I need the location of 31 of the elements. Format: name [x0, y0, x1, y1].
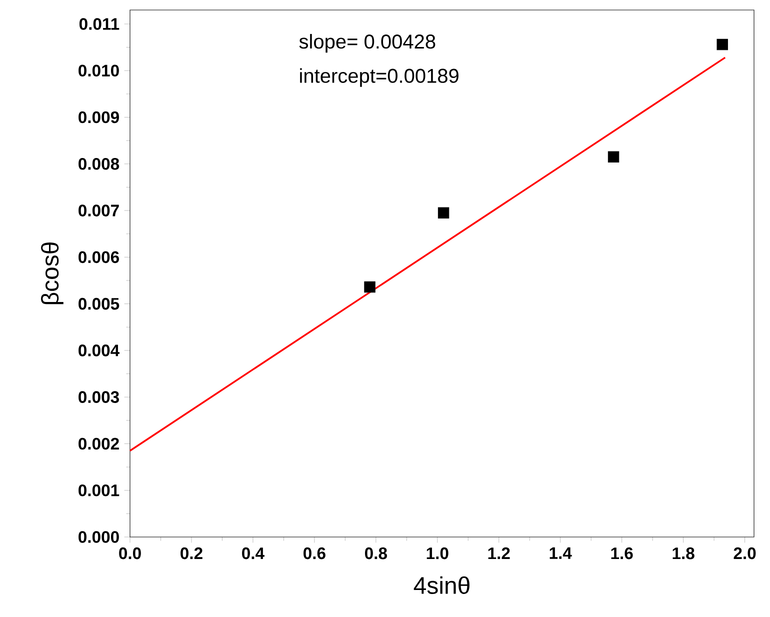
x-axis-title: 4sinθ — [414, 576, 470, 594]
point — [716, 38, 728, 50]
y-tick-label: 0.001 — [78, 484, 120, 496]
y-tick-label: 0.010 — [78, 64, 119, 77]
point — [438, 207, 450, 218]
y-tick-label: 0.008 — [78, 158, 120, 170]
y-tick-label: 0.007 — [78, 204, 119, 216]
y-axis-title: βcosθ — [41, 242, 64, 304]
x-tick-label: 0.4 — [242, 547, 264, 560]
y-tick-label: 0.005 — [78, 298, 120, 310]
annotation: intercept=0.00189 — [300, 68, 458, 87]
x-tick-label: 0.6 — [304, 547, 326, 560]
x-tick-label: 0.0 — [119, 547, 141, 560]
y-tick-label: 0.003 — [78, 391, 119, 403]
annotation: slope= 0.00428 — [299, 34, 436, 53]
x-tick-label: 1.0 — [426, 547, 448, 560]
point — [608, 151, 620, 163]
x-tick-label: 1.4 — [550, 547, 572, 559]
x-tick-label: 0.8 — [365, 547, 387, 560]
x-tick-label: 1.6 — [611, 547, 633, 560]
y-tick-label: 0.004 — [78, 344, 120, 356]
y-tick-label: 0.002 — [78, 438, 119, 450]
y-tick-label: 0.009 — [78, 111, 119, 124]
point — [364, 281, 376, 293]
x-tick-label: 2.0 — [734, 547, 756, 560]
y-tick-label: 0.006 — [78, 251, 119, 264]
y-tick-label: 0.011 — [79, 18, 120, 30]
x-tick-label: 1.2 — [488, 547, 510, 560]
x-tick-label: 0.2 — [180, 547, 202, 560]
y-tick-label: 0.000 — [78, 531, 119, 543]
x-tick-label: 1.8 — [672, 547, 694, 560]
